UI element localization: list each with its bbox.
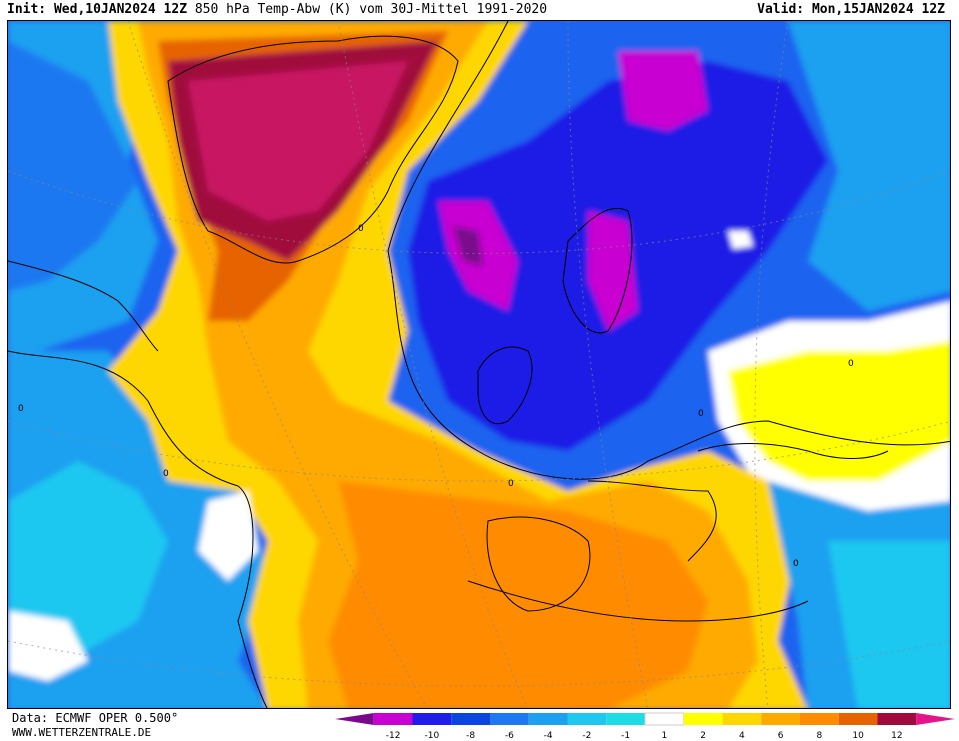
legend-swatch xyxy=(916,713,955,725)
contour-label: 0 xyxy=(793,559,799,569)
legend-swatch xyxy=(877,713,917,725)
legend-swatch xyxy=(490,713,529,725)
contour-label: 0 xyxy=(18,404,24,414)
legend-swatch xyxy=(800,713,839,725)
legend-swatch xyxy=(761,713,800,725)
legend-tick-label: -10 xyxy=(425,731,440,741)
legend-swatch xyxy=(722,713,762,725)
temperature-anomaly-map: 0 0 0 0 0 0 0 xyxy=(7,20,951,709)
contour-label: 0 xyxy=(163,469,169,479)
contour-label: 0 xyxy=(358,224,364,234)
legend-tick-label: 2 xyxy=(700,731,706,741)
valid-info: Valid: Mon,15JAN2024 12Z xyxy=(757,0,945,20)
legend-swatch xyxy=(451,713,490,725)
legend-tick-label: 12 xyxy=(891,731,902,741)
legend-swatch xyxy=(373,713,413,725)
legend-tick-label: 6 xyxy=(778,731,784,741)
legend-swatch xyxy=(683,713,723,725)
map-footer: Data: ECMWF OPER 0.500° WWW.WETTERZENTRA… xyxy=(0,709,959,741)
legend-tick-label: -12 xyxy=(386,731,401,741)
contour-label: 0 xyxy=(848,359,854,369)
legend-swatch xyxy=(838,713,878,725)
valid-value: Mon,15JAN2024 12Z xyxy=(811,2,945,17)
contour-labels: 0 0 0 0 0 0 0 xyxy=(18,224,854,569)
map-canvas: 0 0 0 0 0 0 0 xyxy=(8,21,950,708)
graticule xyxy=(8,21,950,708)
website-credit: WWW.WETTERZENTRALE.DE xyxy=(12,726,152,739)
zero-contour-line xyxy=(387,21,950,480)
init-label: Init: xyxy=(7,2,47,17)
init-info: Init: Wed,10JAN2024 12Z 850 hPa Temp-Abw… xyxy=(7,0,547,20)
map-title: 850 hPa Temp-Abw (K) vom 30J-Mittel 1991… xyxy=(194,2,548,17)
legend-tick-label: 1 xyxy=(662,731,668,741)
map-header: Init: Wed,10JAN2024 12Z 850 hPa Temp-Abw… xyxy=(0,0,959,20)
zero-contour-line xyxy=(8,350,268,708)
anomaly-field xyxy=(8,21,950,708)
legend-tick-label: -2 xyxy=(582,731,591,741)
init-value: Wed,10JAN2024 12Z xyxy=(53,2,188,17)
legend-tick-label: -6 xyxy=(505,731,514,741)
legend-swatch xyxy=(412,713,452,725)
valid-label: Valid: xyxy=(757,2,805,17)
legend-swatch xyxy=(528,713,568,725)
legend-swatch xyxy=(567,713,607,725)
legend-swatch xyxy=(644,712,685,726)
legend-tick-label: 10 xyxy=(852,731,864,741)
legend-tick-label: -8 xyxy=(466,731,475,741)
contour-label: 0 xyxy=(698,409,704,419)
legend-tick-label: -4 xyxy=(544,731,553,741)
color-legend: -12 -10 -8 -6 -4 -2 -1 1 2 4 6 8 10 12 xyxy=(335,712,955,741)
contour-label: 0 xyxy=(508,479,514,489)
coastlines xyxy=(8,35,889,622)
legend-swatch xyxy=(335,713,374,725)
legend-tick-label: 8 xyxy=(817,731,823,741)
legend-swatch xyxy=(606,713,645,725)
legend-tick-label: 4 xyxy=(739,731,745,741)
legend-tick-label: -1 xyxy=(621,731,630,741)
data-source-credit: Data: ECMWF OPER 0.500° xyxy=(12,711,179,725)
